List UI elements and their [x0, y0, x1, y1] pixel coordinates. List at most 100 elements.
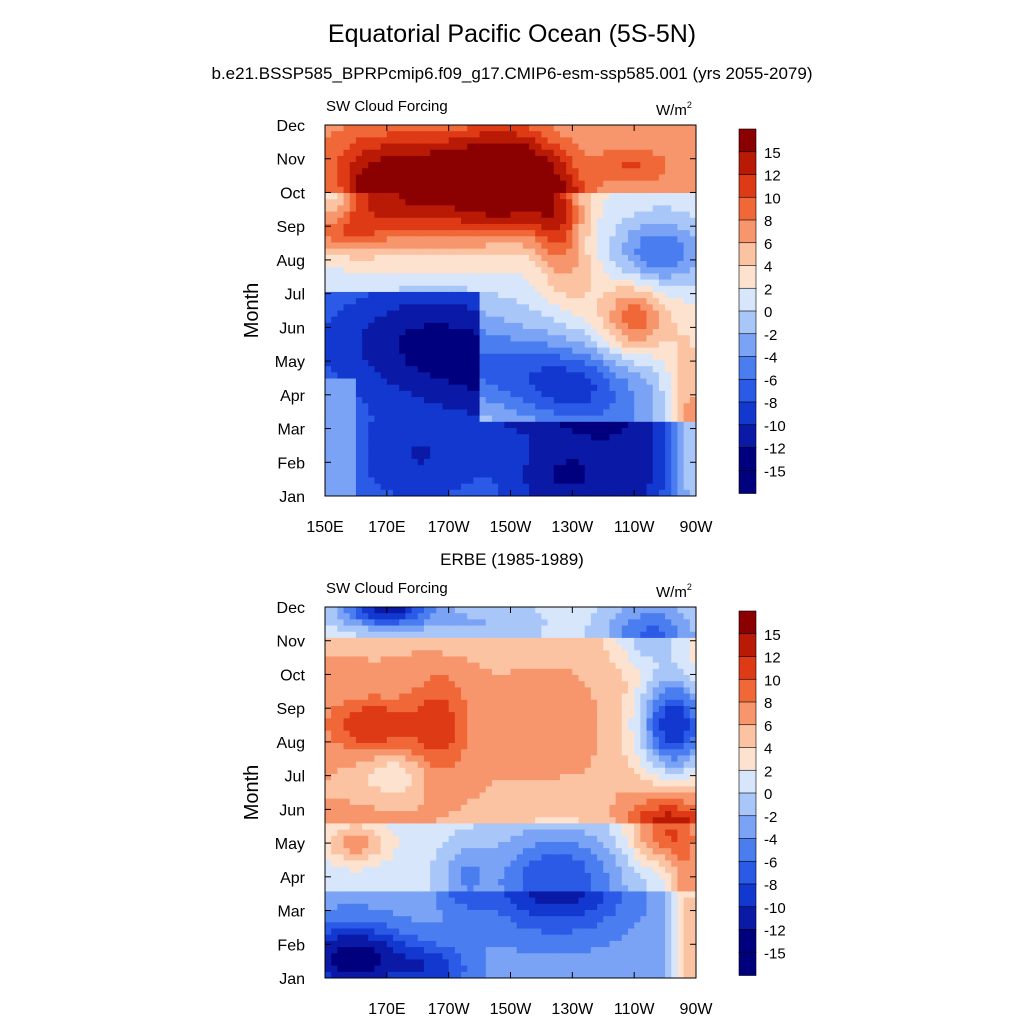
heatmap-cell [658, 427, 666, 435]
heatmap-cell [535, 155, 543, 163]
heatmap-cell [498, 199, 505, 206]
heatmap-cell [609, 477, 617, 485]
heatmap-cell [337, 675, 345, 682]
heatmap-cell [522, 465, 530, 472]
heatmap-cell [393, 409, 400, 417]
heatmap-cell [479, 223, 487, 231]
heatmap-cell [325, 891, 332, 899]
heatmap-cell [485, 366, 493, 373]
heatmap-cell [634, 261, 641, 268]
heatmap-cell [374, 434, 382, 441]
heatmap-cell [380, 322, 388, 330]
heatmap-cell [374, 743, 382, 750]
heatmap-cell [683, 223, 691, 231]
heatmap-cell [640, 403, 648, 411]
heatmap-cell [479, 137, 487, 145]
heatmap-cell [393, 879, 400, 886]
heatmap-cell [504, 205, 512, 213]
heatmap-cell [368, 854, 376, 862]
heatmap-cell [331, 792, 338, 800]
heatmap-cell [566, 149, 573, 157]
heatmap-cell [485, 205, 493, 213]
heatmap-cell [399, 650, 406, 658]
heatmap-cell [597, 427, 604, 435]
heatmap-cell [603, 322, 611, 330]
heatmap-cell [355, 230, 363, 237]
heatmap-cell [337, 415, 345, 423]
heatmap-cell [522, 155, 530, 163]
heatmap-cell [467, 155, 474, 163]
heatmap-cell [399, 131, 406, 138]
heatmap-cell [343, 310, 351, 318]
heatmap-cell [491, 162, 499, 169]
heatmap-cell [634, 236, 641, 244]
heatmap-cell [380, 372, 388, 380]
heatmap-cell [331, 440, 338, 448]
heatmap-cell [331, 291, 338, 299]
heatmap-cell [627, 199, 635, 206]
heatmap-cell [597, 483, 604, 491]
heatmap-cell [467, 452, 474, 460]
heatmap-cell [584, 223, 592, 231]
heatmap-cell [590, 217, 598, 225]
heatmap-cell [658, 242, 666, 250]
heatmap-cell [343, 891, 351, 899]
heatmap-cell [374, 786, 382, 794]
heatmap-cell [572, 193, 580, 200]
heatmap-cell [362, 223, 369, 231]
heatmap-cell [436, 168, 444, 176]
heatmap-cell [634, 137, 641, 145]
heatmap-cell [386, 755, 394, 763]
heatmap-cell [491, 403, 499, 411]
heatmap-cell [325, 687, 332, 695]
heatmap-cell [417, 953, 425, 961]
heatmap-cell [380, 458, 388, 466]
heatmap-cell [355, 959, 363, 967]
heatmap-cell [417, 922, 425, 930]
heatmap-cell [399, 897, 406, 905]
heatmap-cell [411, 959, 419, 967]
heatmap-cell [374, 749, 382, 756]
heatmap-cell [627, 298, 635, 305]
heatmap-cell [559, 458, 567, 466]
heatmap-cell [411, 359, 419, 367]
heatmap-cell [442, 322, 450, 330]
heatmap-cell [671, 471, 679, 479]
heatmap-cell [485, 125, 493, 132]
heatmap-cell [566, 304, 573, 312]
heatmap-cell [355, 755, 363, 763]
heatmap-cell [516, 180, 524, 188]
heatmap-cell [498, 458, 505, 466]
heatmap-cell [331, 631, 338, 639]
heatmap-cell [442, 316, 450, 324]
heatmap-cell [559, 322, 567, 330]
heatmap-cell [386, 248, 394, 256]
heatmap-cell [380, 329, 388, 336]
heatmap-cell [578, 452, 586, 460]
heatmap-cell [337, 817, 345, 825]
heatmap-cell [436, 637, 444, 645]
heatmap-cell [603, 236, 611, 244]
heatmap-cell [597, 421, 604, 429]
heatmap-cell [559, 397, 567, 404]
heatmap-cell [491, 155, 499, 163]
heatmap-cell [491, 180, 499, 188]
heatmap-cell [430, 811, 437, 818]
heatmap-cell [541, 440, 549, 448]
heatmap-cell [652, 427, 660, 435]
heatmap-cell [399, 755, 406, 763]
heatmap-cell [572, 248, 580, 256]
heatmap-cell [677, 465, 685, 472]
heatmap-cell [689, 390, 696, 398]
colorbar-swatch [738, 310, 757, 335]
heatmap-cell [380, 854, 388, 862]
heatmap-cell [615, 471, 623, 479]
heatmap-cell [485, 415, 493, 423]
heatmap-cell [436, 860, 444, 868]
heatmap-cell [504, 131, 512, 138]
heatmap-cell [535, 477, 543, 485]
heatmap-cell [411, 230, 419, 237]
heatmap-cell [504, 273, 512, 281]
heatmap-cell [368, 699, 376, 707]
heatmap-cell [331, 149, 338, 157]
